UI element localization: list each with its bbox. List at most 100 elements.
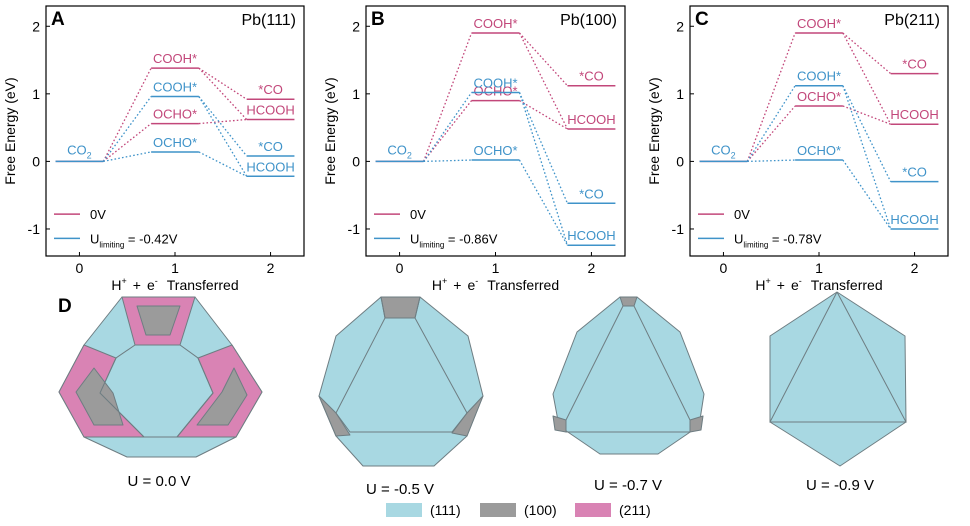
x-axis-label: H+ + e- Transferred [755, 276, 882, 293]
connector-line [842, 85, 892, 182]
y-axis-label: Free Energy (eV) [2, 77, 18, 184]
legend-item: 0V [54, 207, 106, 222]
co2-main: CO [67, 142, 87, 157]
y-tick-label: -1 [348, 221, 361, 237]
co2-main: CO [711, 142, 731, 157]
legend-rest: = -0.86V [444, 231, 497, 246]
co2-sub: 2 [407, 150, 412, 160]
x-label-h-sup: + [122, 276, 127, 286]
legend-text: Ulimiting = -0.42V [90, 231, 178, 249]
legend-sub: limiting [99, 240, 124, 249]
y-tick-label: 1 [676, 86, 684, 102]
x-tick-label: 1 [815, 260, 823, 276]
panel-title: Pb(100) [560, 12, 617, 29]
legend-rest: = -0.78V [768, 231, 821, 246]
level-label: *CO [258, 139, 283, 154]
y-tick-label: -1 [28, 221, 41, 237]
legend-rest: = -0.42V [124, 231, 177, 246]
connector-line [198, 96, 248, 177]
x-label-h: H [111, 277, 121, 293]
panel-d-crystal-shapes: D U = 0.0 V U = -0.5 V U = -0.7 V U = -0.9 V… [58, 291, 907, 518]
facet-100 [380, 296, 421, 319]
shape-caption: U = -0.5 V [366, 481, 434, 498]
x-label-rest: Transferred [487, 277, 559, 293]
legend-item: 0V [374, 207, 426, 222]
x-axis-label: H+ + e- Transferred [111, 276, 238, 293]
facet-100 [136, 305, 181, 336]
connector-line [423, 92, 473, 162]
connector-line [842, 85, 892, 230]
panel-title: Pb(111) [241, 12, 296, 29]
shape-caption: U = -0.9 V [806, 477, 874, 494]
level-label: COOH* [797, 16, 841, 31]
series-blue: COOH* OCHO* *CO HCOOH [55, 80, 295, 178]
facet-edge [99, 344, 214, 438]
x-label-e-sup: - [475, 276, 478, 286]
level-label: *CO [579, 69, 604, 84]
level-label: OCHO* [473, 84, 517, 99]
facet-edge [769, 291, 907, 423]
connector-line [746, 105, 796, 162]
co2-label: CO2 [67, 142, 92, 160]
facet-111 [318, 296, 484, 467]
panel-letter: C [695, 9, 709, 30]
connector-line [842, 105, 891, 125]
level-label: COOH* [473, 16, 517, 31]
level-label: *CO [579, 186, 604, 201]
legend-swatch [386, 503, 422, 517]
co2-main: CO [387, 142, 407, 157]
level-label: COOH* [473, 75, 517, 90]
x-tick-label: 0 [720, 260, 728, 276]
level-label: *CO [258, 82, 283, 97]
y-tick-label: 0 [352, 153, 360, 169]
connector-line [103, 151, 152, 163]
x-label-plus: + [133, 277, 141, 293]
x-label-e: e [147, 277, 155, 293]
x-label-e-sup: - [155, 276, 158, 286]
connector-line [423, 159, 472, 163]
x-tick-label: 2 [911, 260, 919, 276]
connector-line [198, 96, 248, 157]
level-label: COOH* [153, 80, 197, 95]
legend-item: Ulimiting = -0.42V [54, 231, 178, 249]
level-label: OCHO* [473, 143, 517, 158]
x-label-e: e [791, 277, 799, 293]
facet-edge [414, 296, 421, 319]
facet-edge [565, 305, 691, 433]
x-label-rest: Transferred [811, 277, 883, 293]
plot-frame [45, 5, 305, 257]
connector-line [198, 151, 247, 177]
connector-line [518, 92, 569, 246]
x-label-plus: + [777, 277, 785, 293]
connector-line [102, 96, 152, 162]
crystal-shape-1: U = 0.0 V [58, 296, 263, 490]
level-label: HCOOH [567, 228, 615, 243]
level-label: *CO [902, 165, 927, 180]
x-tick-label: 2 [267, 260, 275, 276]
level-label: HCOOH [890, 107, 938, 122]
panel-letter-d: D [58, 296, 72, 317]
connector-line [198, 118, 247, 125]
x-tick-label: 0 [396, 260, 404, 276]
legend-item: 0V [698, 207, 750, 222]
level-label: OCHO* [797, 89, 841, 104]
legend-text: Ulimiting = -0.86V [410, 231, 498, 249]
x-label-h-sup: + [442, 276, 447, 286]
legend-main: 0V [410, 207, 426, 222]
level-label: OCHO* [153, 135, 197, 150]
x-tick-label: 1 [171, 260, 179, 276]
facet-100 [75, 367, 124, 426]
panel-letter: A [51, 9, 65, 30]
connector-line [198, 67, 248, 120]
legend-main: 0V [90, 207, 106, 222]
x-label-h: H [432, 277, 442, 293]
legend-swatch [480, 503, 516, 517]
